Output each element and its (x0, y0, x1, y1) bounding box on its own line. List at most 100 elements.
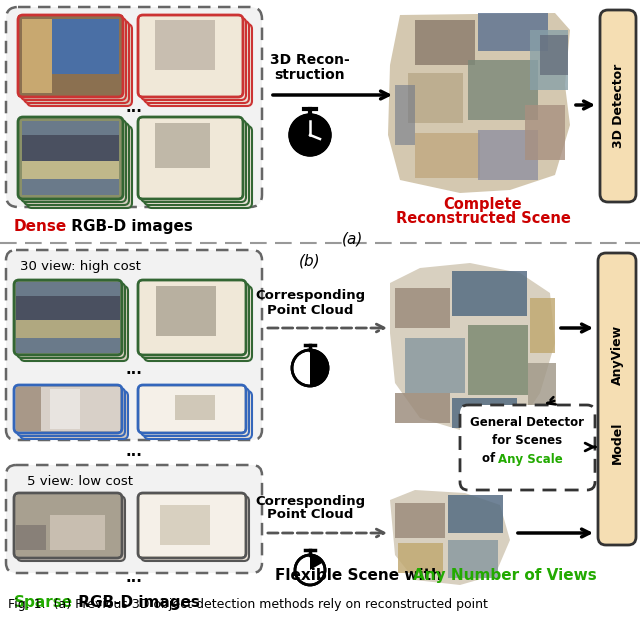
Text: (a): (a) (342, 232, 364, 247)
Bar (525, 105, 565, 160)
FancyBboxPatch shape (147, 24, 252, 106)
Text: Any Scale: Any Scale (498, 452, 563, 466)
FancyBboxPatch shape (18, 15, 123, 97)
Bar (22, 135, 119, 175)
FancyBboxPatch shape (138, 15, 243, 97)
Bar (448, 540, 498, 578)
Bar (398, 543, 443, 573)
Bar (448, 495, 503, 533)
FancyBboxPatch shape (138, 117, 243, 199)
Bar (468, 60, 538, 120)
Bar (530, 298, 555, 353)
Bar (16, 525, 46, 550)
Text: Sparse: Sparse (14, 595, 73, 610)
Text: Corresponding: Corresponding (255, 494, 365, 508)
Text: Dense: Dense (14, 219, 67, 234)
FancyBboxPatch shape (144, 123, 249, 205)
FancyBboxPatch shape (14, 280, 122, 355)
Bar (155, 123, 210, 168)
Bar (530, 30, 568, 90)
FancyBboxPatch shape (14, 385, 122, 433)
FancyBboxPatch shape (144, 21, 249, 103)
FancyBboxPatch shape (6, 250, 262, 440)
Bar (22, 161, 119, 179)
Bar (16, 387, 120, 431)
Text: AnyView: AnyView (611, 325, 623, 385)
Bar (22, 121, 119, 195)
Bar (50, 389, 80, 429)
FancyBboxPatch shape (24, 123, 129, 205)
Bar (22, 19, 52, 93)
Circle shape (295, 555, 325, 585)
Polygon shape (390, 490, 510, 585)
Bar (140, 17, 241, 95)
FancyBboxPatch shape (6, 465, 262, 573)
FancyBboxPatch shape (141, 496, 249, 561)
Bar (140, 282, 244, 353)
FancyBboxPatch shape (27, 126, 132, 208)
Bar (468, 325, 528, 395)
FancyBboxPatch shape (147, 126, 252, 208)
FancyBboxPatch shape (600, 10, 636, 202)
Text: for Scenes: for Scenes (492, 434, 563, 447)
Bar (395, 85, 415, 145)
Bar (16, 387, 41, 431)
Bar (156, 286, 216, 336)
Bar (415, 20, 475, 65)
Text: General Detector: General Detector (470, 416, 584, 429)
Text: ...: ... (125, 444, 143, 459)
Bar (395, 393, 450, 423)
Polygon shape (390, 263, 555, 433)
Text: Point Cloud: Point Cloud (267, 509, 353, 521)
Bar (50, 515, 105, 550)
FancyBboxPatch shape (20, 286, 128, 361)
FancyBboxPatch shape (17, 496, 125, 561)
Text: Model: Model (611, 422, 623, 464)
Bar (395, 503, 445, 538)
Bar (395, 288, 450, 328)
FancyBboxPatch shape (24, 21, 129, 103)
Text: RGB-D images: RGB-D images (66, 219, 193, 234)
Text: RGB-D images: RGB-D images (73, 595, 200, 610)
Bar (18, 15, 123, 97)
Text: ...: ... (125, 101, 143, 116)
Bar (155, 20, 215, 70)
Text: 30 view: high cost: 30 view: high cost (20, 260, 140, 273)
FancyBboxPatch shape (21, 120, 126, 202)
Bar (452, 398, 517, 428)
FancyBboxPatch shape (6, 7, 262, 207)
FancyBboxPatch shape (144, 391, 252, 439)
Polygon shape (310, 555, 323, 570)
FancyBboxPatch shape (141, 120, 246, 202)
Bar (140, 119, 241, 197)
Text: 3D Recon-: 3D Recon- (270, 53, 350, 67)
FancyBboxPatch shape (598, 253, 636, 545)
FancyBboxPatch shape (18, 117, 123, 199)
Bar (528, 363, 556, 418)
FancyBboxPatch shape (14, 493, 122, 558)
Bar (16, 296, 120, 336)
FancyBboxPatch shape (27, 24, 132, 106)
Circle shape (292, 350, 328, 386)
FancyBboxPatch shape (20, 391, 128, 439)
Bar (22, 19, 119, 74)
Polygon shape (310, 350, 328, 386)
Text: ...: ... (125, 362, 143, 378)
Text: 5 view: low cost: 5 view: low cost (27, 475, 133, 488)
FancyBboxPatch shape (17, 388, 125, 436)
Bar (408, 73, 463, 123)
Text: Fig. 1.  (a) Previous 3D object detection methods rely on reconstructed point: Fig. 1. (a) Previous 3D object detection… (8, 598, 488, 611)
Text: Corresponding: Corresponding (255, 289, 365, 302)
Bar (140, 387, 244, 431)
Polygon shape (388, 13, 570, 193)
Bar (175, 395, 215, 420)
Text: Point Cloud: Point Cloud (267, 304, 353, 316)
Text: ...: ... (125, 571, 143, 586)
Text: struction: struction (275, 68, 346, 82)
Bar (160, 505, 210, 545)
Bar (16, 282, 120, 353)
FancyBboxPatch shape (141, 388, 249, 436)
Bar (16, 495, 120, 556)
FancyBboxPatch shape (460, 405, 595, 490)
Bar (140, 495, 244, 556)
